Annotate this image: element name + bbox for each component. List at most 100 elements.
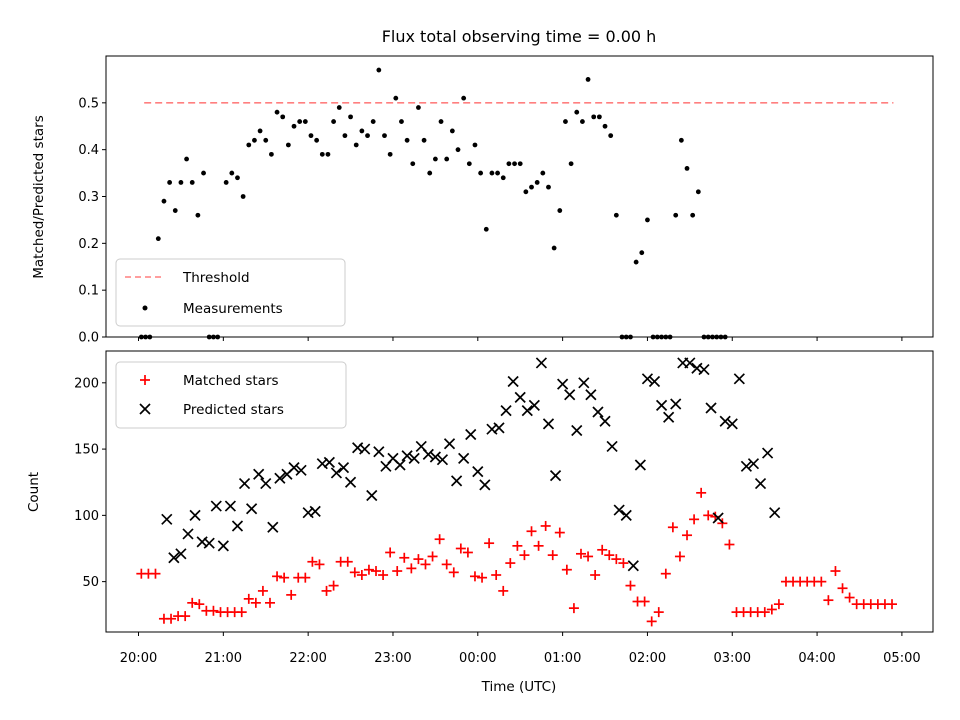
bottom-x-tick-label: 20:00: [120, 651, 157, 666]
matched-star-point: [816, 576, 827, 587]
predicted-star-point: [408, 452, 420, 464]
measurement-point: [167, 180, 173, 185]
measurement-point: [240, 194, 246, 199]
matched-star-point: [406, 563, 417, 574]
predicted-x-b: [274, 472, 286, 484]
measurement-point: [155, 236, 161, 242]
bottom-plot-frame: [105, 350, 934, 633]
measurement-point: [523, 189, 529, 195]
matched-star-point: [540, 520, 551, 531]
bottom-plot-area: [136, 357, 898, 627]
matched-star-point: [264, 597, 275, 608]
matched-star-point: [830, 566, 841, 577]
predicted-x-b: [719, 415, 731, 427]
measurement-point: [353, 142, 359, 148]
predicted-x-b: [585, 389, 597, 401]
matched-star-point: [491, 570, 502, 581]
matched-star-point: [462, 547, 473, 558]
measurement-point: [684, 166, 690, 171]
predicted-star-point: [592, 406, 604, 418]
predicted-star-point: [224, 500, 237, 512]
predicted-star-point: [528, 399, 540, 411]
predicted-x-b: [620, 509, 632, 521]
predicted-x-b: [217, 540, 229, 552]
measurement-point: [568, 161, 574, 167]
top-plot-area: [138, 67, 894, 340]
bottom-x-tick-label: 21:00: [205, 651, 242, 666]
measurement-point: [534, 180, 540, 185]
predicted-x-b: [246, 503, 258, 515]
chart-title: Flux total observing time = 0.00 h: [382, 27, 657, 46]
bottom-x-tick-label: 01:00: [544, 651, 581, 666]
predicted-x-b: [168, 552, 180, 564]
predicted-star-point: [698, 363, 710, 376]
measurement-point: [376, 67, 382, 73]
measurement-point: [506, 161, 512, 167]
predicted-x-b: [408, 452, 420, 464]
predicted-star-point: [359, 443, 371, 455]
measurement-point: [291, 123, 297, 129]
matched-star-point: [625, 580, 636, 591]
predicted-x-b: [514, 391, 526, 403]
measurement-point: [591, 114, 597, 120]
matched-star-point: [653, 607, 664, 618]
predicted-star-point: [507, 375, 519, 388]
measurement-point: [252, 137, 257, 143]
measurement-point: [673, 212, 679, 218]
bottom-x-tick-label: 03:00: [714, 651, 751, 666]
bottom-y-tick-label: 150: [74, 443, 99, 458]
matched-star-point: [307, 556, 318, 567]
predicted-star-point: [663, 411, 675, 423]
legend-matched-swatch: [140, 375, 150, 385]
measurement-point: [438, 119, 444, 124]
matched-star-point: [371, 566, 382, 577]
predicted-star-point: [549, 469, 562, 482]
bottom-legend: Matched stars Predicted stars: [115, 361, 347, 429]
predicted-star-point: [436, 454, 449, 466]
predicted-x-b: [557, 378, 569, 390]
measurement-point: [557, 208, 563, 213]
matched-star-point: [236, 607, 247, 618]
measurement-point: [432, 156, 438, 162]
predicted-star-point: [726, 418, 738, 430]
matched-star-point: [328, 580, 339, 591]
measurement-point: [331, 119, 337, 124]
matched-star-point: [187, 597, 198, 608]
measurement-point: [229, 170, 235, 176]
measurement-point: [466, 161, 472, 167]
matched-star-point: [519, 550, 530, 561]
matched-star-point: [286, 589, 297, 600]
measurement-point: [444, 156, 450, 162]
measurement-point: [540, 170, 546, 176]
predicted-x-b: [415, 440, 427, 453]
predicted-x-b: [316, 458, 328, 470]
predicted-star-point: [599, 415, 611, 427]
predicted-star-point: [479, 479, 491, 491]
predicted-x-b: [655, 399, 668, 411]
predicted-x-b: [161, 513, 173, 525]
measurement-point: [178, 180, 184, 185]
predicted-star-point: [366, 489, 378, 502]
matched-star-point: [477, 572, 488, 583]
bottom-y-tick-label: 200: [74, 376, 99, 391]
predicted-x-b: [182, 528, 194, 540]
measurement-point: [325, 151, 331, 157]
matched-star-point: [469, 571, 480, 582]
measurement-point: [370, 119, 376, 124]
measurement-point: [416, 105, 421, 110]
predicted-star-point: [719, 415, 731, 427]
matched-star-point: [639, 596, 650, 607]
predicted-x-b: [359, 443, 371, 455]
matched-star-point: [703, 510, 714, 521]
measurement-point: [404, 137, 410, 143]
top-y-axis-label: Matched/Predicted stars: [31, 115, 47, 278]
predicted-x-b: [493, 422, 505, 434]
predicted-x-b: [521, 405, 533, 417]
measurement-point: [421, 137, 427, 143]
matched-star-point: [696, 487, 707, 498]
predicted-star-point: [189, 509, 201, 521]
predicted-star-point: [571, 424, 583, 437]
predicted-x-b: [422, 448, 434, 460]
